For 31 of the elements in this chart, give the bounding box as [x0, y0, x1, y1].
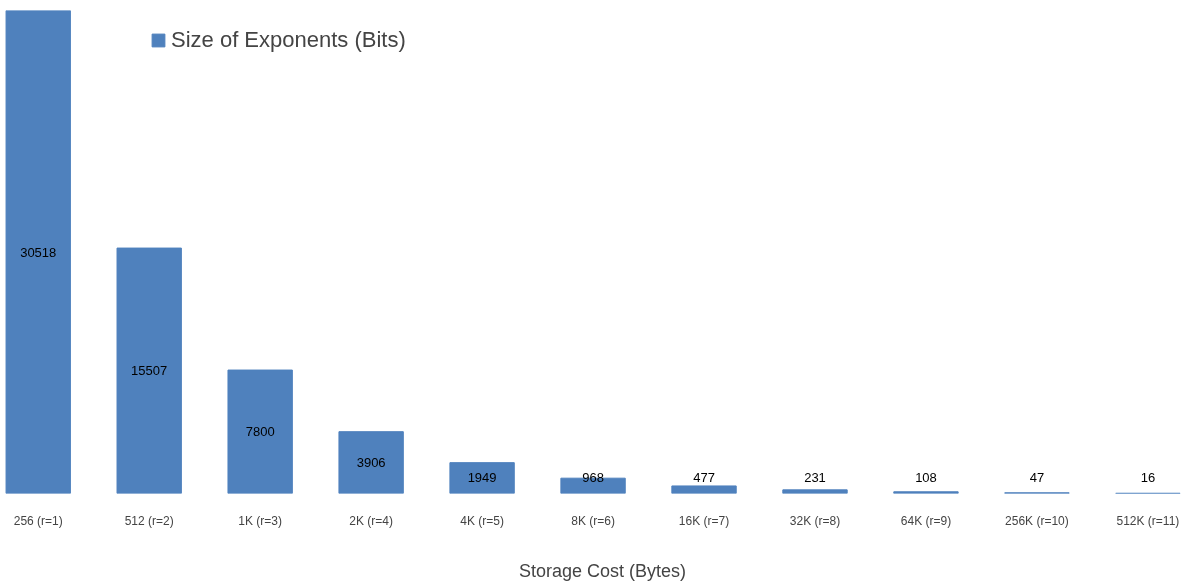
bar: [449, 462, 515, 494]
x-tick-label: 512K (r=11): [1116, 513, 1180, 528]
x-tick-label: 8K (r=6): [571, 513, 615, 528]
data-label: 47: [1029, 470, 1045, 486]
bar: [671, 485, 737, 494]
x-tick-label: 64K (r=9): [900, 513, 952, 528]
data-label: 15507: [131, 363, 168, 379]
data-label: 108: [915, 470, 937, 486]
data-label: 477: [693, 470, 715, 486]
x-tick-label: 1K (r=3): [238, 513, 283, 528]
data-label: 7800: [245, 424, 275, 440]
data-label: 1949: [467, 470, 497, 486]
x-tick-label: 512 (r=2): [124, 513, 174, 528]
bar: [782, 489, 848, 494]
bar: [116, 247, 182, 494]
x-tick-label: 16K (r=7): [678, 513, 730, 528]
data-label: 231: [804, 470, 826, 486]
x-tick-label: 256K (r=10): [1005, 513, 1069, 528]
data-label: 30518: [20, 244, 57, 260]
data-label: 968: [582, 470, 604, 486]
x-tick-label: 2K (r=4): [349, 513, 393, 528]
x-tick-label: 256 (r=1): [13, 513, 63, 528]
bar: [5, 10, 71, 494]
x-tick-label: 4K (r=5): [460, 513, 504, 528]
data-label: 16: [1140, 470, 1156, 486]
bar: [338, 431, 404, 494]
x-tick-label: 32K (r=8): [789, 513, 841, 528]
legend-label: Size of Exponents (Bits): [171, 27, 406, 53]
bar: [227, 369, 293, 494]
x-axis-title: Storage Cost (Bytes): [518, 560, 687, 581]
data-label: 3906: [356, 455, 386, 471]
